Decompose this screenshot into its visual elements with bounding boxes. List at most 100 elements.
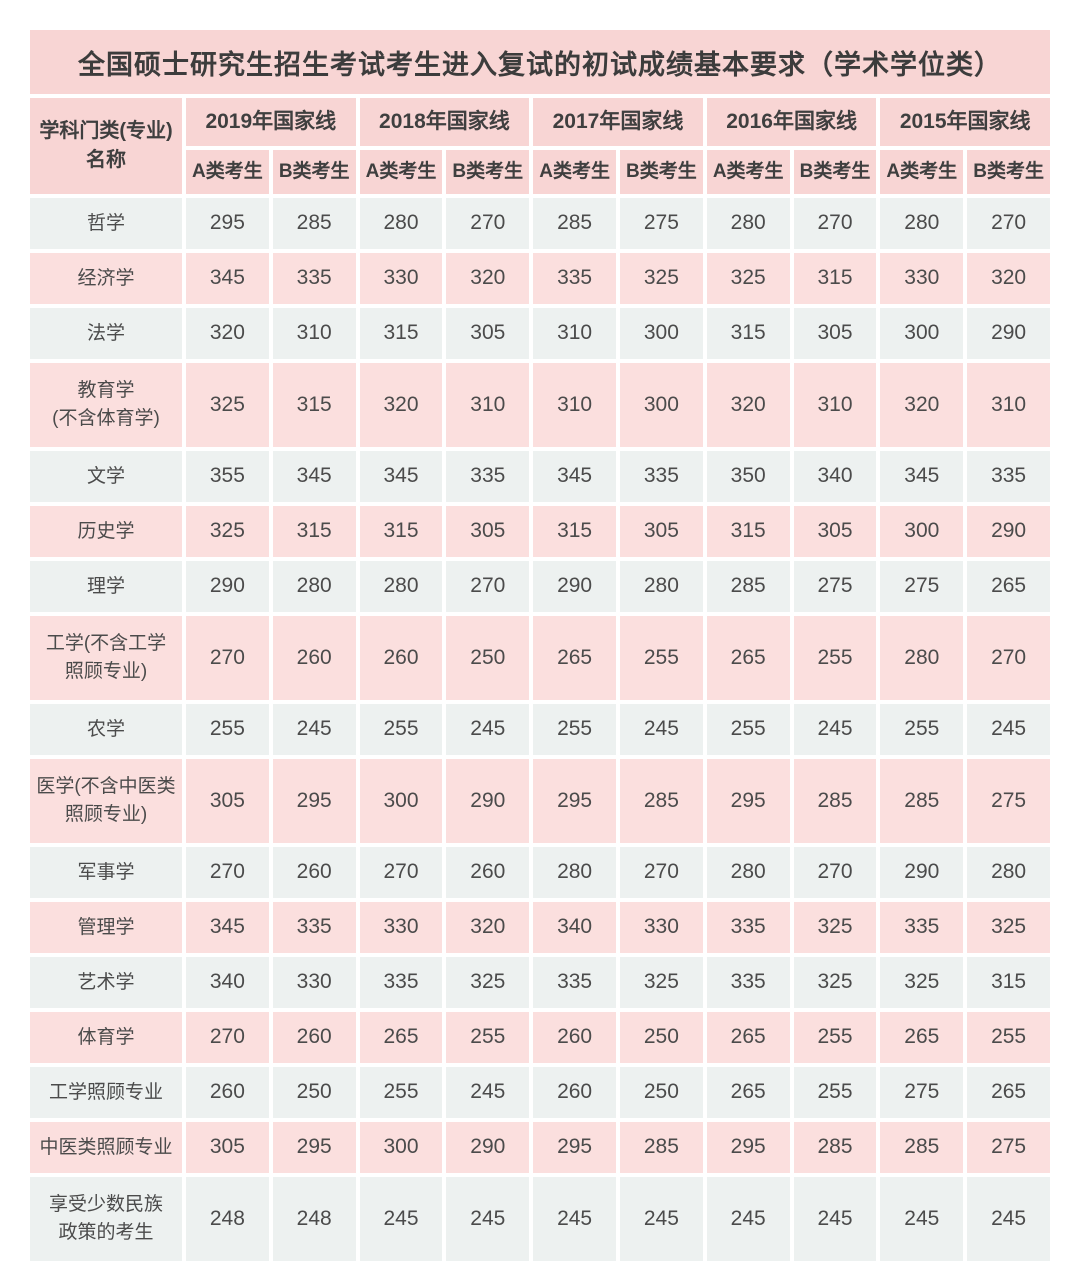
score-cell: 280: [533, 847, 616, 898]
score-cell: 270: [967, 616, 1050, 700]
score-cell: 310: [967, 363, 1050, 447]
score-cell: 255: [793, 616, 877, 700]
score-cell: 270: [186, 616, 269, 700]
score-cell: 245: [272, 704, 356, 755]
score-cell: 280: [272, 561, 356, 612]
category-cell: 教育学 (不含体育学): [30, 363, 182, 447]
score-cell: 265: [967, 1067, 1050, 1118]
score-cell: 290: [967, 308, 1050, 359]
score-cell: 340: [186, 957, 269, 1008]
score-cell: 260: [533, 1067, 616, 1118]
score-cell: 245: [620, 1177, 703, 1261]
score-cell: 245: [446, 704, 530, 755]
category-cell: 体育学: [30, 1012, 182, 1063]
score-cell: 245: [359, 1177, 443, 1261]
score-cell: 340: [533, 902, 616, 953]
score-cell: 300: [880, 308, 964, 359]
score-cell: 290: [967, 506, 1050, 557]
score-cell: 295: [706, 1122, 790, 1173]
category-cell: 享受少数民族 政策的考生: [30, 1177, 182, 1261]
score-cell: 355: [186, 451, 269, 502]
score-cell: 270: [793, 847, 877, 898]
score-cell: 345: [272, 451, 356, 502]
score-cell: 300: [359, 1122, 443, 1173]
score-cell: 345: [533, 451, 616, 502]
sub-header-a-3: A类考生: [533, 150, 616, 194]
score-cell: 248: [186, 1177, 269, 1261]
category-cell: 军事学: [30, 847, 182, 898]
sub-header-b-1: B类考生: [272, 150, 356, 194]
score-cell: 330: [880, 253, 964, 304]
score-cell: 250: [446, 616, 530, 700]
score-cell: 295: [706, 759, 790, 843]
score-cell: 290: [446, 1122, 530, 1173]
score-cell: 325: [880, 957, 964, 1008]
score-cell: 315: [533, 506, 616, 557]
sub-header-a-5: A类考生: [880, 150, 964, 194]
category-cell: 中医类照顾专业: [30, 1122, 182, 1173]
score-cell: 345: [186, 902, 269, 953]
score-cell: 270: [967, 198, 1050, 249]
score-cell: 320: [446, 253, 530, 304]
cell-text-line: 管理学: [77, 916, 135, 938]
score-cell: 325: [706, 253, 790, 304]
cell-text-line: 医学(不含中医类: [36, 776, 176, 798]
score-cell: 300: [359, 759, 443, 843]
score-cell: 315: [706, 506, 790, 557]
score-cell: 260: [359, 616, 443, 700]
score-cell: 280: [967, 847, 1050, 898]
score-cell: 250: [620, 1067, 703, 1118]
cell-text-line: 教育学: [77, 380, 135, 402]
score-cell: 305: [620, 506, 703, 557]
score-cell: 335: [620, 451, 703, 502]
score-cell: 335: [272, 902, 356, 953]
year-header-2: 2018年国家线: [359, 98, 530, 146]
score-cell: 305: [186, 759, 269, 843]
score-cell: 325: [620, 957, 703, 1008]
category-cell: 艺术学: [30, 957, 182, 1008]
score-cell: 255: [793, 1012, 877, 1063]
cell-text-line: 政策的考生: [58, 1222, 154, 1243]
score-cell: 300: [620, 363, 703, 447]
score-cell: 285: [620, 1122, 703, 1173]
score-cell: 270: [359, 847, 443, 898]
score-cell: 335: [533, 957, 616, 1008]
score-cell: 335: [533, 253, 616, 304]
score-cell: 260: [533, 1012, 616, 1063]
score-cell: 275: [967, 1122, 1050, 1173]
sub-header-b-5: B类考生: [967, 150, 1050, 194]
score-cell: 285: [620, 759, 703, 843]
score-cell: 330: [620, 902, 703, 953]
score-cell: 265: [359, 1012, 443, 1063]
category-cell: 文学: [30, 451, 182, 502]
score-cell: 325: [967, 902, 1050, 953]
cell-text-line: 照顾专业): [64, 804, 148, 825]
score-cell: 335: [359, 957, 443, 1008]
score-cell: 255: [359, 704, 443, 755]
score-table: 学科门类(专业) 名称 2019年国家线 2018年国家线 2017年国家线 2016年国…: [30, 98, 1050, 1261]
score-cell: 325: [793, 957, 877, 1008]
score-cell: 335: [446, 451, 530, 502]
cell-text-line: 法学: [86, 322, 125, 344]
score-cell: 345: [359, 451, 443, 502]
cell-text-line: 中医类照顾专业: [39, 1136, 173, 1158]
score-cell: 280: [706, 198, 790, 249]
score-cell: 310: [272, 308, 356, 359]
score-cell: 305: [446, 308, 530, 359]
score-cell: 325: [186, 363, 269, 447]
score-cell: 315: [359, 308, 443, 359]
score-cell: 305: [793, 308, 877, 359]
score-cell: 315: [359, 506, 443, 557]
score-cell: 265: [706, 1012, 790, 1063]
score-cell: 275: [620, 198, 703, 249]
score-cell: 285: [706, 561, 790, 612]
score-cell: 260: [272, 847, 356, 898]
cell-text-line: (不含体育学): [52, 408, 160, 429]
score-cell: 280: [620, 561, 703, 612]
score-cell: 280: [359, 198, 443, 249]
score-cell: 245: [967, 704, 1050, 755]
score-cell: 280: [706, 847, 790, 898]
score-cell: 275: [880, 1067, 964, 1118]
score-cell: 320: [706, 363, 790, 447]
score-cell: 310: [793, 363, 877, 447]
